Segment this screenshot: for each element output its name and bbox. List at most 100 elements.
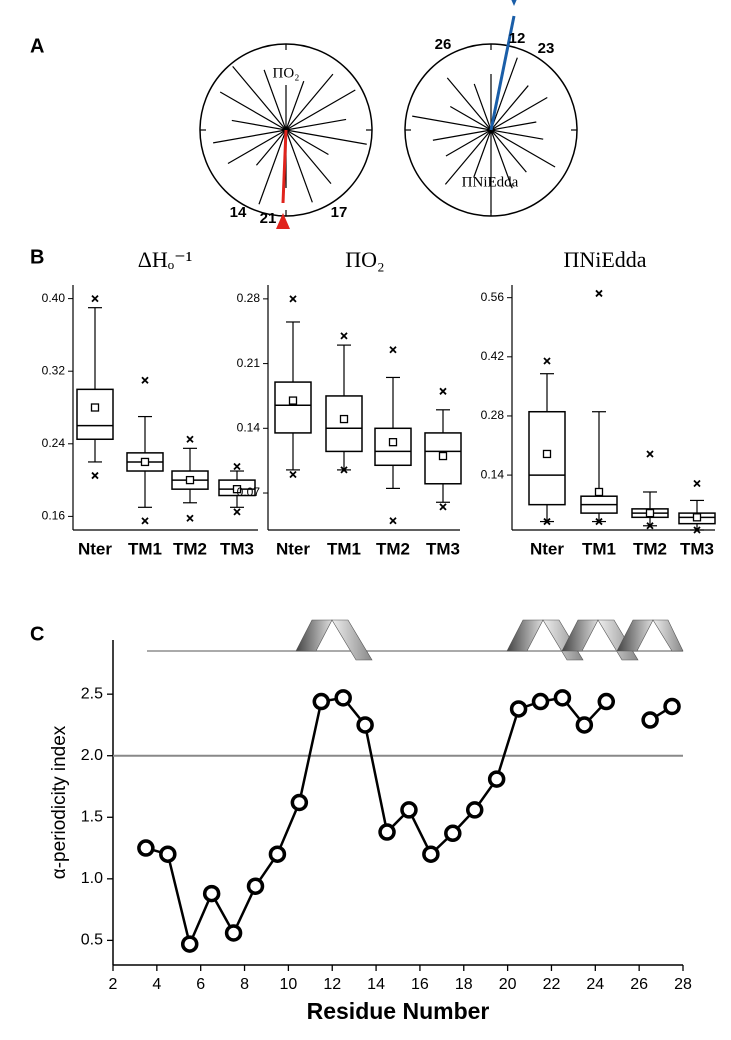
data-point	[137, 839, 155, 857]
wheel-spoke	[231, 119, 287, 131]
wheel-spoke	[490, 129, 513, 189]
wheel-spoke	[285, 129, 332, 185]
x-tick-label: 4	[152, 976, 161, 993]
flier	[646, 522, 654, 530]
data-point	[378, 823, 396, 841]
x-tick-label: 10	[279, 976, 297, 993]
mean	[645, 508, 655, 518]
x-tick-label: 14	[367, 976, 385, 993]
mean	[594, 487, 604, 497]
wheel-label: ΠO₂	[273, 65, 300, 81]
data-point	[400, 801, 418, 819]
x-tick-label: 28	[674, 976, 692, 993]
y-axis-label: α-periodicity index	[49, 725, 70, 879]
flier	[646, 450, 654, 458]
box-body	[325, 395, 363, 453]
flier-stroke	[646, 522, 654, 530]
box	[325, 332, 363, 474]
wheel-spoke	[219, 91, 287, 131]
flier	[91, 294, 99, 303]
chart-title: ΠNiEdda	[563, 247, 646, 272]
mean	[692, 513, 702, 522]
flier-stroke	[289, 295, 297, 303]
x-tick-label: TM1	[327, 539, 361, 558]
mean	[288, 396, 298, 405]
data-point	[180, 935, 199, 953]
data-point	[246, 877, 265, 895]
wheel-spoke	[444, 129, 492, 185]
flier	[141, 376, 149, 384]
mean	[388, 438, 398, 447]
data-point	[465, 801, 484, 819]
y-tick-label: 0.28	[481, 408, 505, 422]
data-point	[575, 716, 594, 734]
y-tick-label: 1.5	[81, 808, 103, 825]
flier	[186, 514, 194, 522]
wheel-spoke	[473, 129, 492, 178]
data-point	[553, 689, 572, 707]
flier	[389, 346, 397, 354]
box	[424, 387, 462, 511]
flier-stroke	[389, 346, 397, 354]
data-point	[422, 845, 440, 863]
flier-stroke	[186, 514, 194, 522]
y-tick-label: 0.14	[237, 420, 261, 434]
flier-stroke	[595, 517, 603, 526]
residue-number: 21	[260, 210, 277, 227]
data-point	[312, 692, 331, 711]
flier-stroke	[439, 387, 447, 395]
data-point	[531, 692, 550, 711]
x-tick-label: TM2	[376, 539, 410, 558]
data-point	[334, 689, 352, 707]
flier	[141, 517, 149, 525]
box	[580, 289, 618, 526]
data-point	[444, 824, 462, 843]
wheel-spoke	[490, 129, 544, 140]
flier	[595, 289, 603, 298]
data-point	[268, 845, 287, 863]
data-line	[145, 696, 673, 948]
wheel-spoke	[490, 129, 527, 173]
residue-number: 26	[435, 36, 452, 53]
residue-number: 12	[509, 30, 526, 47]
flier	[693, 479, 701, 488]
x-tick-label: TM1	[128, 539, 162, 558]
flier-stroke	[233, 462, 241, 471]
flier-stroke	[289, 470, 297, 479]
flier	[439, 387, 447, 395]
y-tick-label: 0.40	[42, 291, 66, 305]
data-point	[290, 793, 309, 812]
data-point	[597, 692, 616, 711]
data-point	[159, 845, 177, 863]
residue-number: 14	[230, 204, 247, 221]
y-tick-label: 0.32	[42, 363, 66, 377]
flier	[389, 517, 397, 525]
y-tick-label: 0.16	[42, 509, 66, 523]
mean	[90, 403, 100, 412]
wheel-spoke	[285, 129, 329, 156]
residue-number: 23	[538, 40, 555, 57]
flier-stroke	[340, 332, 348, 340]
y-tick-label: 0.5	[81, 932, 103, 949]
wheel-spoke	[490, 85, 529, 131]
panel-label: B	[30, 246, 44, 268]
x-tick-label: 20	[499, 976, 517, 993]
box-body	[424, 432, 462, 485]
flier	[340, 332, 348, 340]
box	[528, 357, 566, 526]
flier-stroke	[693, 526, 701, 534]
wheel-spoke	[213, 129, 287, 144]
box-body	[374, 427, 412, 467]
wheel-spoke	[446, 77, 492, 131]
panel-label: C	[30, 623, 44, 645]
flier	[289, 295, 297, 303]
flier	[543, 517, 551, 526]
panel-label: A	[30, 35, 44, 57]
flier	[595, 517, 603, 526]
x-tick-label: TM1	[582, 539, 616, 558]
flier-stroke	[141, 376, 149, 384]
box-body	[274, 381, 312, 434]
mean	[140, 457, 150, 467]
wheel-spoke	[490, 96, 548, 131]
flier-stroke	[543, 357, 551, 365]
